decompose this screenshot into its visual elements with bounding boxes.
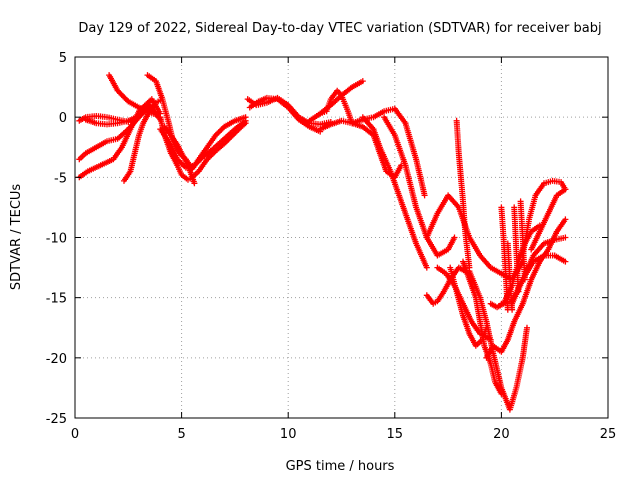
data-point-markers: [498, 204, 511, 313]
data-point-markers: [349, 120, 405, 181]
series-5: [121, 97, 164, 184]
y-tick-label: 5: [59, 51, 67, 66]
series-16: [359, 114, 430, 271]
data-point-markers: [453, 117, 473, 271]
x-tick-label: 0: [71, 427, 79, 442]
x-tick-label: 5: [177, 427, 185, 442]
grid: [75, 57, 608, 418]
y-tick-label: 0: [59, 111, 67, 126]
series-32: [504, 240, 516, 313]
data-point-markers: [381, 114, 458, 259]
x-tick-label: 25: [600, 427, 617, 442]
series-31: [498, 204, 511, 313]
x-tick-label: 20: [493, 427, 510, 442]
y-tick-label: -25: [46, 412, 67, 427]
y-tick-label: -10: [46, 232, 67, 247]
y-tick-label: -20: [46, 352, 67, 367]
data-point-markers: [306, 78, 366, 124]
series-33: [511, 204, 522, 295]
series-17: [381, 114, 458, 259]
x-tick-label: 15: [387, 427, 404, 442]
y-tick-label: -5: [54, 171, 67, 186]
data-point-markers: [460, 258, 505, 397]
series-13: [317, 87, 356, 127]
series-8: [157, 117, 249, 171]
x-tick-label: 10: [280, 427, 297, 442]
data-point-markers: [359, 114, 430, 271]
y-axis-title: SDTVAR / TECUs: [9, 184, 24, 291]
data-point-markers: [246, 94, 324, 135]
y-tick-label: -15: [46, 292, 67, 307]
series-11: [246, 94, 324, 135]
data-point-markers: [511, 204, 522, 295]
data-point-markers: [121, 97, 164, 184]
data-point-markers: [157, 117, 249, 171]
data-marks: [76, 72, 569, 413]
series-9: [161, 123, 198, 187]
data-point-markers: [528, 186, 569, 253]
data-point-markers: [317, 87, 356, 127]
data-point-markers: [504, 240, 516, 313]
series-22: [453, 117, 473, 271]
series-34: [517, 198, 528, 283]
series-30: [528, 186, 569, 253]
x-axis-title: GPS time / hours: [286, 459, 395, 474]
chart-title: Day 129 of 2022, Sidereal Day-to-day VTE…: [78, 21, 601, 36]
series-12: [306, 78, 366, 124]
ticks: 0 5 10 15 20 25 5 0 -5 -10 -15 -20 -25: [46, 51, 617, 442]
series-23: [460, 258, 505, 397]
data-point-markers: [161, 123, 198, 187]
series-15: [349, 120, 405, 181]
data-point-markers: [517, 198, 528, 283]
